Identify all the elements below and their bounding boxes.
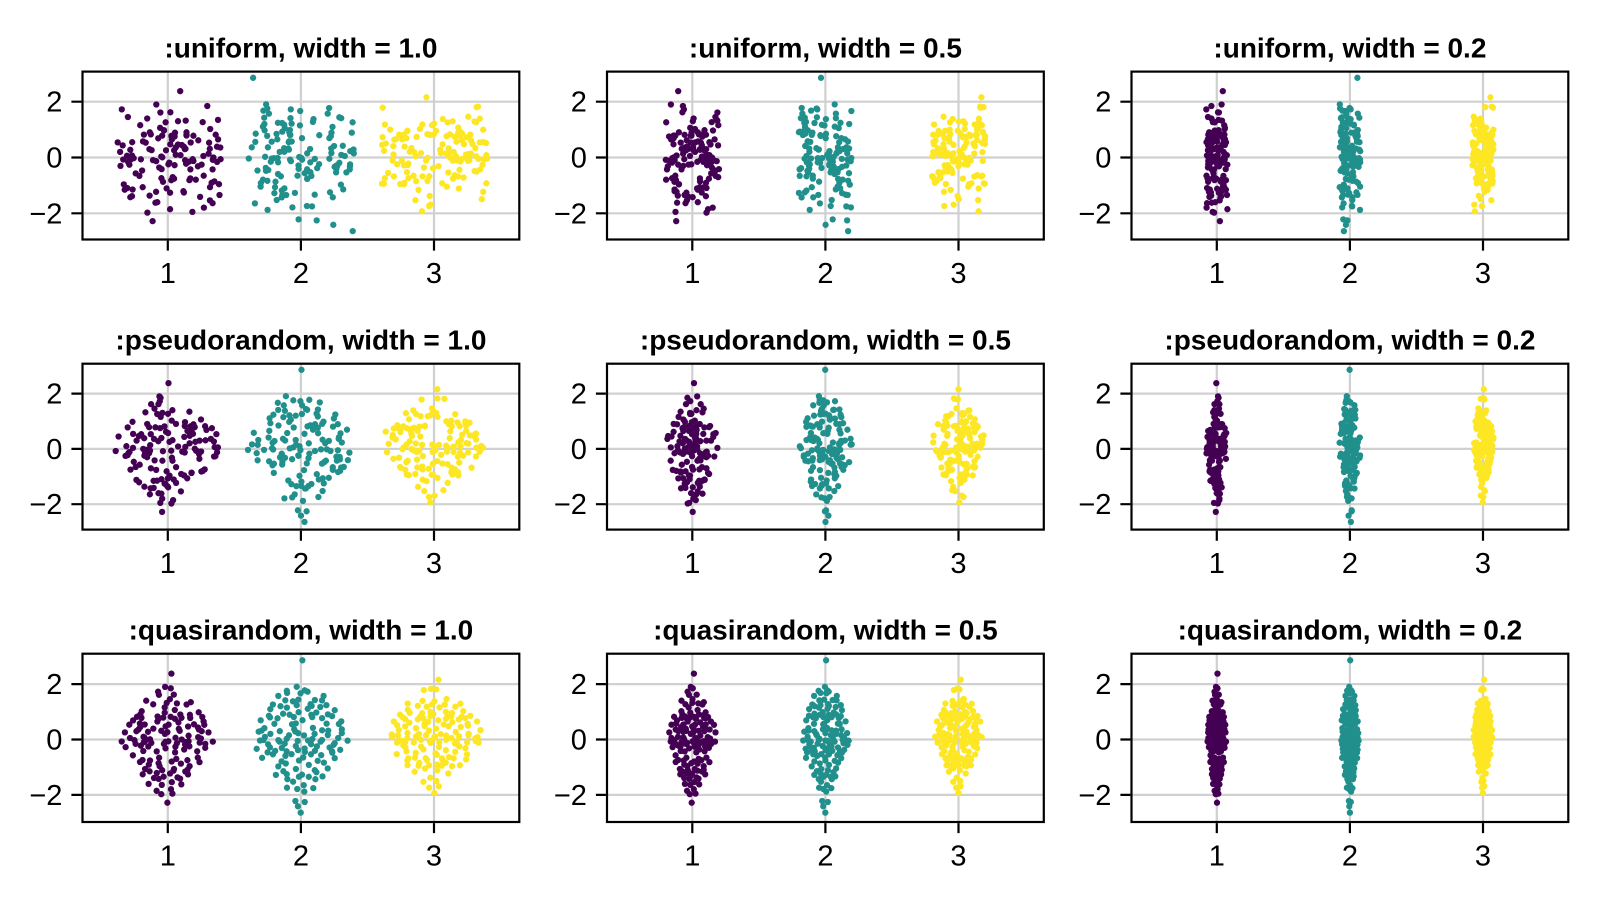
svg-text:0: 0 [1095, 434, 1111, 466]
svg-text::pseudorandom, width = 0.5: :pseudorandom, width = 0.5 [640, 324, 1011, 355]
svg-text:2: 2 [571, 669, 587, 701]
svg-text:1: 1 [1209, 840, 1225, 872]
svg-text:0: 0 [571, 725, 587, 757]
svg-text:−2: −2 [29, 780, 62, 812]
svg-text:2: 2 [817, 258, 833, 290]
svg-text:3: 3 [950, 840, 966, 872]
svg-text:2: 2 [1342, 258, 1358, 290]
svg-text:3: 3 [1475, 840, 1491, 872]
svg-text:−2: −2 [1078, 780, 1111, 812]
svg-text:0: 0 [571, 434, 587, 466]
svg-text::pseudorandom, width = 0.2: :pseudorandom, width = 0.2 [1164, 324, 1535, 355]
svg-text::quasirandom, width = 0.2: :quasirandom, width = 0.2 [1178, 614, 1523, 645]
svg-text:0: 0 [1095, 143, 1111, 175]
svg-text:2: 2 [1342, 548, 1358, 580]
svg-text:0: 0 [46, 434, 62, 466]
svg-text:1: 1 [684, 840, 700, 872]
svg-text:−2: −2 [29, 489, 62, 521]
svg-text::pseudorandom, width = 1.0: :pseudorandom, width = 1.0 [115, 324, 486, 355]
svg-text:−2: −2 [554, 489, 587, 521]
svg-text:2: 2 [571, 379, 587, 411]
svg-text:1: 1 [1209, 548, 1225, 580]
svg-text:3: 3 [950, 258, 966, 290]
svg-text:0: 0 [46, 725, 62, 757]
svg-text:1: 1 [1209, 258, 1225, 290]
svg-text:2: 2 [293, 548, 309, 580]
svg-text:−2: −2 [1078, 198, 1111, 230]
svg-text:2: 2 [817, 548, 833, 580]
svg-text::uniform, width = 0.2: :uniform, width = 0.2 [1213, 32, 1486, 63]
svg-text:2: 2 [1095, 87, 1111, 119]
svg-text:1: 1 [160, 840, 176, 872]
svg-text::uniform, width = 0.5: :uniform, width = 0.5 [689, 32, 962, 63]
svg-text:3: 3 [426, 548, 442, 580]
svg-text:1: 1 [684, 548, 700, 580]
svg-text:0: 0 [571, 143, 587, 175]
svg-text:2: 2 [46, 87, 62, 119]
svg-text:2: 2 [1095, 379, 1111, 411]
svg-text:3: 3 [950, 548, 966, 580]
svg-text:−2: −2 [554, 780, 587, 812]
svg-text:−2: −2 [29, 198, 62, 230]
svg-text::quasirandom, width = 0.5: :quasirandom, width = 0.5 [653, 614, 998, 645]
svg-text:3: 3 [426, 258, 442, 290]
svg-text:1: 1 [160, 548, 176, 580]
svg-text:2: 2 [293, 258, 309, 290]
svg-text:−2: −2 [554, 198, 587, 230]
svg-text::uniform, width = 1.0: :uniform, width = 1.0 [164, 32, 437, 63]
svg-text:1: 1 [160, 258, 176, 290]
svg-text:2: 2 [293, 840, 309, 872]
svg-text:2: 2 [571, 87, 587, 119]
svg-text:0: 0 [46, 143, 62, 175]
svg-text::quasirandom, width = 1.0: :quasirandom, width = 1.0 [129, 614, 474, 645]
svg-text:3: 3 [1475, 548, 1491, 580]
svg-text:2: 2 [46, 669, 62, 701]
svg-text:3: 3 [1475, 258, 1491, 290]
svg-text:2: 2 [1342, 840, 1358, 872]
svg-text:2: 2 [46, 379, 62, 411]
svg-text:0: 0 [1095, 725, 1111, 757]
svg-text:2: 2 [1095, 669, 1111, 701]
svg-text:2: 2 [817, 840, 833, 872]
svg-text:3: 3 [426, 840, 442, 872]
svg-text:1: 1 [684, 258, 700, 290]
svg-text:−2: −2 [1078, 489, 1111, 521]
